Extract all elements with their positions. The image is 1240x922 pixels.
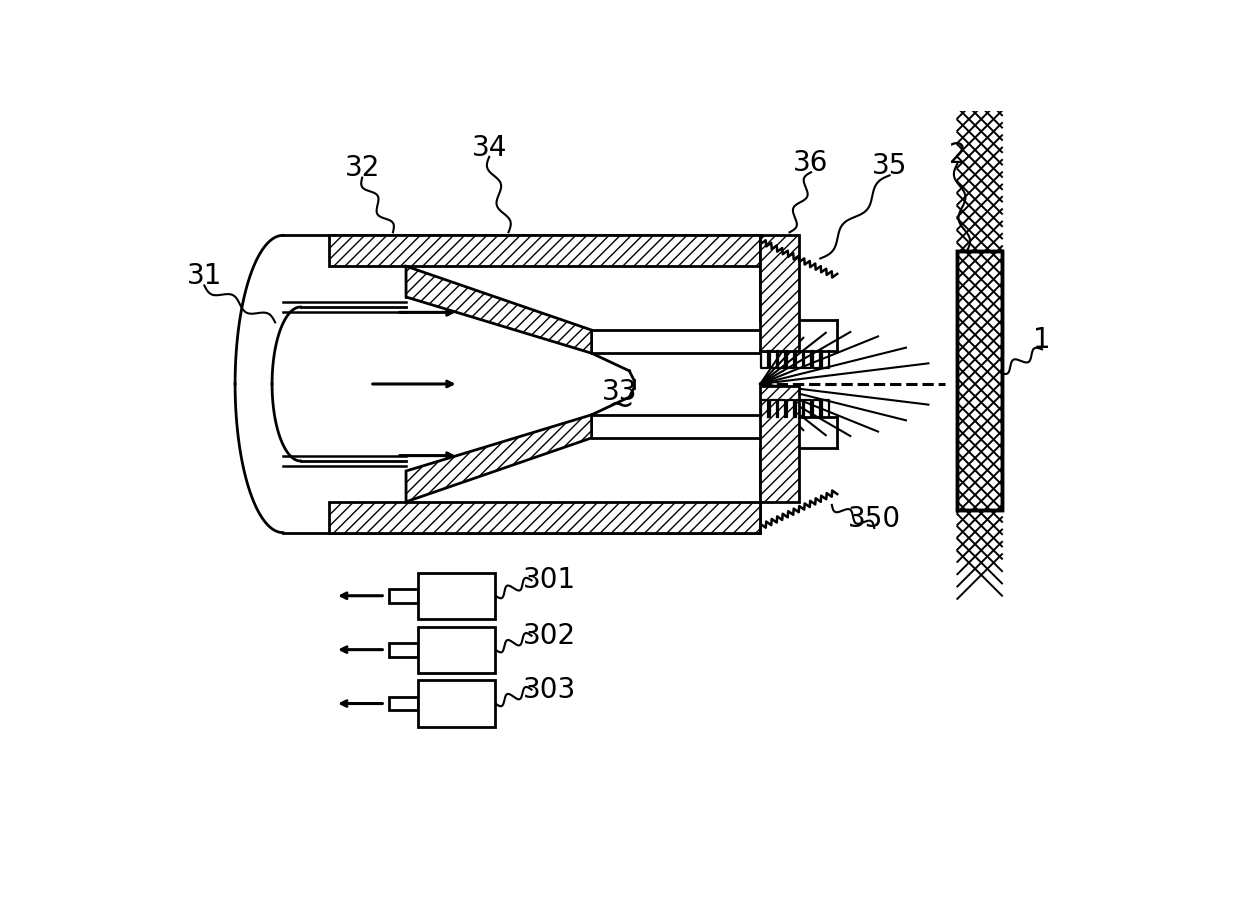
Bar <box>389 697 418 711</box>
Polygon shape <box>405 415 591 502</box>
Bar <box>418 573 495 619</box>
Bar <box>418 627 495 673</box>
Bar <box>389 589 418 603</box>
Bar <box>329 235 760 266</box>
Text: 303: 303 <box>522 676 575 703</box>
Polygon shape <box>405 266 591 353</box>
Text: 31: 31 <box>186 262 222 290</box>
Bar <box>418 680 495 727</box>
Bar <box>957 251 1002 510</box>
Text: 36: 36 <box>794 149 828 177</box>
Bar <box>957 251 1002 510</box>
Bar <box>329 502 760 533</box>
Bar <box>957 251 1002 510</box>
Bar <box>760 386 799 502</box>
Text: 301: 301 <box>523 566 575 595</box>
Text: 32: 32 <box>345 154 379 183</box>
Text: 33: 33 <box>603 378 637 406</box>
Text: ~: ~ <box>606 389 634 422</box>
Text: 35: 35 <box>872 152 908 180</box>
Text: 350: 350 <box>848 504 900 533</box>
Text: 302: 302 <box>523 621 575 650</box>
Text: 2: 2 <box>949 140 966 169</box>
Bar <box>389 643 418 656</box>
Text: 1: 1 <box>1033 326 1050 354</box>
Bar <box>760 235 799 351</box>
Text: 34: 34 <box>471 134 507 161</box>
